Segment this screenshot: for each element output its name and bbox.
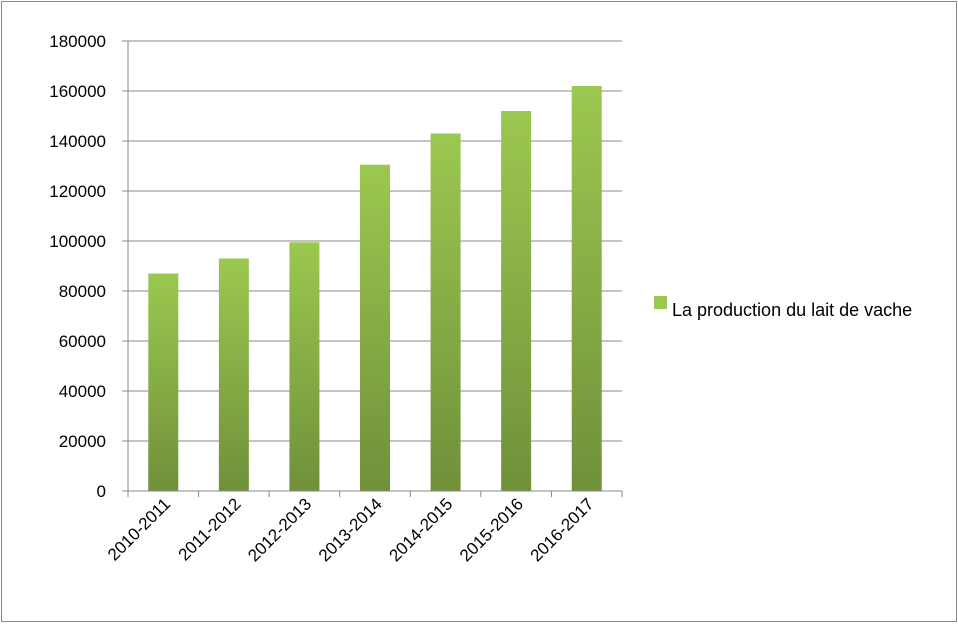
bar bbox=[430, 133, 461, 491]
y-tick-label: 60000 bbox=[59, 332, 106, 351]
bar bbox=[360, 164, 390, 491]
y-tick-label: 20000 bbox=[59, 432, 106, 451]
y-tick-label: 40000 bbox=[59, 382, 106, 401]
y-tick-label: 0 bbox=[97, 482, 106, 501]
bar bbox=[148, 273, 179, 491]
y-tick-label: 80000 bbox=[59, 282, 106, 301]
legend: La production du lait de vache bbox=[672, 294, 952, 327]
bar bbox=[218, 258, 249, 491]
bar bbox=[501, 111, 532, 491]
y-tick-label: 180000 bbox=[49, 32, 106, 51]
y-tick-label: 120000 bbox=[49, 182, 106, 201]
legend-swatch bbox=[654, 296, 667, 309]
bar bbox=[289, 242, 320, 491]
y-tick-label: 100000 bbox=[49, 232, 106, 251]
legend-text: La production du lait de vache bbox=[672, 300, 913, 320]
bar bbox=[571, 86, 602, 491]
y-tick-label: 160000 bbox=[49, 82, 106, 101]
y-tick-label: 140000 bbox=[49, 132, 106, 151]
